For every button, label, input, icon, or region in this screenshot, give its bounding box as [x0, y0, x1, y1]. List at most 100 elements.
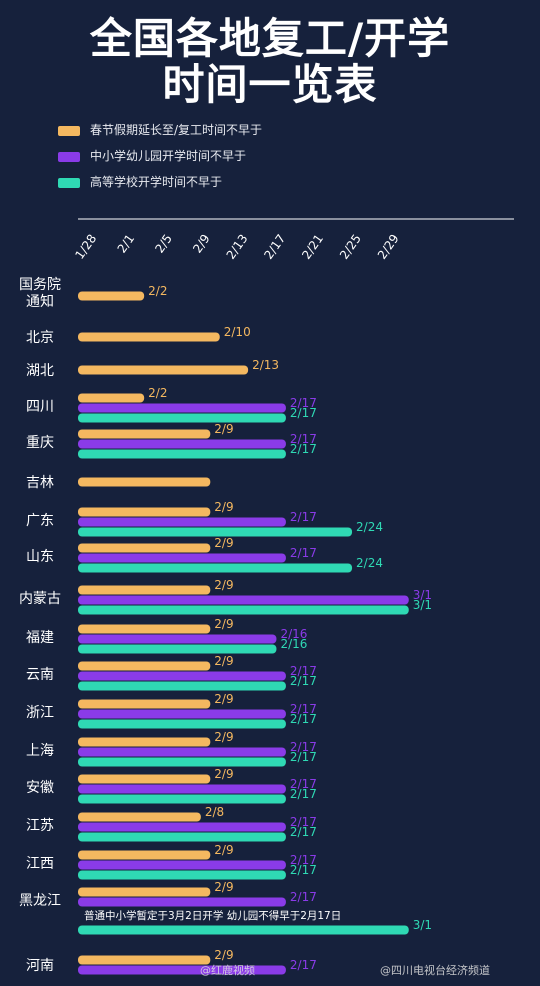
bar: [78, 681, 286, 691]
bar: [78, 850, 211, 860]
x-tick-label: 2/13: [224, 232, 251, 262]
bar: [78, 595, 409, 605]
bar: [78, 737, 211, 747]
bar: [78, 887, 211, 897]
legend-item-university: 高等学校开学时间不早于: [58, 173, 222, 190]
row-label: 湖北: [26, 363, 54, 379]
bar-value-label: 2/9: [214, 654, 233, 668]
row-label: 广东: [26, 513, 54, 529]
row-label: 通知: [26, 293, 54, 310]
bar: [78, 955, 211, 965]
row-label: 四川: [26, 399, 54, 415]
bar: [78, 439, 286, 449]
bar-value-label: 2/17: [290, 396, 317, 410]
bar: [78, 794, 286, 804]
bar-value-label: 2/16: [280, 637, 307, 651]
row-label: 浙江: [26, 705, 54, 721]
bar-value-label: 2/9: [214, 843, 233, 857]
bar-value-label: 2/9: [214, 578, 233, 592]
bar-value-label: 2/2: [148, 284, 167, 298]
bar: [78, 413, 286, 423]
bar: [78, 291, 145, 301]
bar-value-label: 2/17: [290, 712, 317, 726]
bar-value-label: 2/17: [290, 740, 317, 754]
bar: [78, 477, 211, 487]
bar-value-label: 2/17: [290, 777, 317, 791]
bar: [78, 757, 286, 767]
bar-value-label: 2/17: [290, 958, 317, 972]
row-label: 江西: [26, 856, 54, 872]
bar: [78, 543, 211, 553]
bar-value-label: 2/17: [290, 442, 317, 456]
bar-value-label: 2/17: [290, 406, 317, 420]
bar: [78, 563, 353, 573]
legend-swatch-orange: [58, 125, 80, 136]
bar-value-label: 2/17: [290, 863, 317, 877]
x-tick-label: 2/1: [115, 232, 138, 256]
x-tick-label: 2/9: [190, 232, 213, 256]
bar: [78, 860, 286, 870]
row-label: 福建: [26, 630, 54, 646]
bar-value-label: 2/17: [290, 702, 317, 716]
bar-value-label: 2/9: [214, 767, 233, 781]
bar: [78, 644, 277, 654]
bar: [78, 832, 286, 842]
bar-value-label: 2/8: [205, 805, 224, 819]
x-tick-label: 2/5: [152, 232, 175, 256]
bar: [78, 553, 286, 563]
bar: [78, 449, 286, 459]
bar-value-label: 3/1: [413, 918, 432, 932]
row-label: 重庆: [26, 435, 54, 451]
bar-value-label: 2/17: [290, 510, 317, 524]
legend-item-school: 中小学幼儿园开学时间不早于: [58, 147, 246, 164]
bar: [78, 709, 286, 719]
bar-value-label: 2/17: [290, 750, 317, 764]
page-subtitle: 时间一览表: [162, 60, 378, 109]
bar: [78, 699, 211, 709]
bar-value-label: 2/2: [148, 386, 167, 400]
bar: [78, 812, 201, 822]
bar: [78, 661, 211, 671]
row-label: 河南: [26, 958, 54, 974]
legend-swatch-teal: [58, 177, 80, 188]
bar: [78, 365, 249, 375]
row-note: 普通中小学暂定于3月2日开学 幼儿园不得早于2月17日: [84, 909, 341, 922]
row-label: 北京: [26, 330, 54, 346]
row-label: 国务院: [19, 277, 61, 293]
bar-value-label: 3/1: [413, 598, 432, 612]
bar: [78, 517, 286, 527]
bar: [78, 507, 211, 517]
row-label: 江苏: [26, 818, 54, 834]
bar-value-label: 2/9: [214, 730, 233, 744]
x-tick-label: 1/28: [72, 232, 99, 262]
bar-value-label: 2/17: [290, 674, 317, 688]
bar: [78, 403, 286, 413]
row-label: 吉林: [26, 475, 54, 491]
bar-value-label: 2/16: [280, 627, 307, 641]
bar-value-label: 2/17: [290, 853, 317, 867]
bar: [78, 719, 286, 729]
bar-value-label: 2/24: [356, 556, 383, 570]
bar: [78, 393, 145, 403]
bar-value-label: 2/17: [290, 815, 317, 829]
bar: [78, 774, 211, 784]
legend-swatch-purple: [58, 151, 80, 162]
legend-label: 高等学校开学时间不早于: [90, 175, 223, 189]
bar: [78, 429, 211, 439]
x-tick-label: 2/21: [299, 232, 326, 262]
legend-item-work: 春节假期延长至/复工时间不早于: [58, 121, 262, 138]
bar: [78, 897, 286, 907]
row-label: 黑龙江: [19, 893, 61, 909]
bar-value-label: 2/17: [290, 825, 317, 839]
bar-value-label: 2/17: [290, 664, 317, 678]
page-title: 全国各地复工/开学: [89, 14, 451, 63]
row-label: 安徽: [26, 780, 54, 796]
legend-label: 中小学幼儿园开学时间不早于: [90, 149, 247, 163]
row-label: 上海: [26, 743, 54, 759]
bar: [78, 624, 211, 634]
bar-value-label: 2/17: [290, 787, 317, 801]
bar-value-label: 2/17: [290, 546, 317, 560]
bar-value-label: 2/17: [290, 432, 317, 446]
bar: [78, 870, 286, 880]
